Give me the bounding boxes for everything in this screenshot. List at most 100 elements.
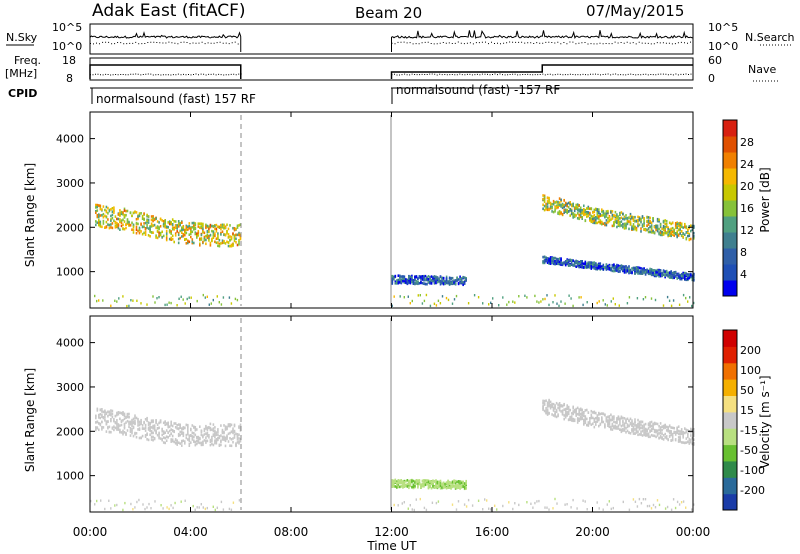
freq-tick-top: 18	[62, 54, 76, 67]
echo-cell	[572, 263, 574, 267]
cpid-segment-1-label: normalsound (fast) 157 RF	[96, 92, 256, 106]
echo-cell	[230, 438, 233, 441]
echo-cell	[619, 428, 621, 431]
echo-cell	[411, 276, 413, 279]
x-tick-label: 04:00	[173, 525, 208, 539]
echo-cell	[605, 222, 608, 225]
echo-cell	[546, 206, 549, 209]
echo-cell	[587, 205, 590, 209]
echo-cell	[95, 428, 97, 432]
echo-cell	[177, 241, 180, 245]
echo-cell	[576, 203, 579, 206]
echo-cell	[561, 413, 564, 416]
echo-cell	[161, 433, 163, 437]
echo-cell	[165, 435, 168, 439]
echo-cell	[162, 430, 165, 433]
echo-cell	[418, 275, 421, 278]
echo-cell	[111, 415, 114, 419]
echo-cell	[670, 439, 672, 442]
nsky-trace-2	[391, 30, 694, 52]
echo-cell	[584, 263, 587, 267]
echo-cell	[111, 222, 114, 225]
echo-cell	[682, 441, 684, 444]
echo-cell	[653, 231, 656, 234]
echo-cell	[677, 234, 680, 237]
echo-cell	[96, 420, 99, 424]
echo-cell	[138, 214, 141, 218]
echo-cell	[451, 302, 454, 305]
echo-cell	[690, 224, 692, 227]
echo-cell	[427, 486, 430, 490]
echo-cell	[631, 428, 633, 431]
echo-cell	[229, 424, 231, 428]
echo-cell	[104, 507, 106, 511]
echo-cell	[146, 416, 148, 420]
echo-cell	[558, 260, 561, 263]
echo-cell	[220, 227, 222, 231]
echo-cell	[555, 257, 558, 261]
echo-cell	[206, 434, 209, 438]
echo-cell	[158, 226, 160, 229]
echo-cell	[538, 499, 540, 503]
echo-cell	[229, 224, 231, 227]
echo-cell	[454, 481, 457, 485]
echo-cell	[543, 195, 546, 199]
echo-cell	[171, 226, 174, 229]
echo-cell	[117, 226, 120, 230]
echo-cell	[629, 220, 632, 224]
echo-cell	[168, 301, 170, 304]
echo-cell	[570, 259, 573, 262]
echo-cell	[567, 412, 570, 416]
nave-trace-1	[90, 73, 242, 76]
echo-cell	[96, 215, 99, 218]
echo-cell	[391, 274, 394, 278]
echo-cell	[463, 279, 466, 283]
echo-cell	[563, 205, 565, 209]
echo-cell	[114, 224, 117, 228]
echo-cell	[408, 482, 410, 486]
echo-cell	[558, 403, 561, 407]
y-tick-label: 1000	[56, 470, 84, 483]
echo-cell	[560, 205, 562, 208]
echo-cell	[652, 271, 654, 275]
echo-cell	[652, 229, 654, 233]
echo-cell	[673, 430, 675, 434]
echo-cell	[551, 405, 553, 408]
echo-cell	[677, 224, 680, 228]
echo-cell	[227, 233, 230, 236]
echo-cell	[397, 281, 400, 284]
echo-cell	[465, 479, 467, 483]
echo-cell	[182, 226, 185, 229]
echo-cell	[168, 237, 171, 241]
echo-cell	[140, 422, 142, 426]
echo-cell	[676, 426, 678, 430]
echo-cell	[153, 428, 156, 432]
echo-cell	[128, 415, 130, 419]
echo-cell	[114, 226, 117, 229]
echo-cell	[579, 261, 582, 265]
echo-cell	[668, 276, 671, 279]
echo-cell	[573, 264, 576, 267]
echo-cell	[640, 272, 642, 275]
echo-cell	[111, 412, 114, 416]
echo-cell	[557, 258, 559, 261]
echo-cell	[101, 428, 103, 431]
echo-cell	[184, 302, 186, 305]
echo-cell	[482, 302, 484, 305]
echo-cell	[399, 479, 401, 483]
colorbar-swatch	[723, 264, 737, 281]
echo-cell	[143, 212, 145, 215]
echo-cell	[132, 223, 135, 227]
echo-cell	[437, 299, 440, 302]
echo-cell	[593, 216, 596, 220]
echo-cell	[552, 202, 555, 206]
echo-cell	[557, 403, 559, 406]
echo-cell	[208, 239, 210, 242]
echo-cell	[173, 220, 175, 223]
echo-cell	[162, 441, 165, 444]
echo-cell	[661, 232, 663, 236]
echo-cell	[95, 414, 97, 418]
echo-cell	[607, 419, 609, 422]
echo-cell	[613, 420, 615, 423]
echo-cell	[570, 209, 573, 213]
